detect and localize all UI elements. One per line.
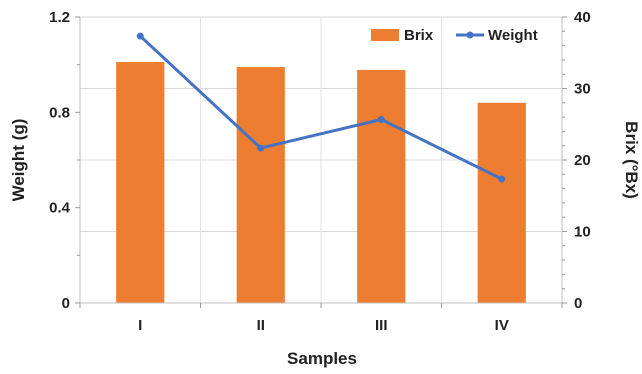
- y-left-tick-label: 1.2: [49, 9, 70, 26]
- x-tick-label-III: III: [375, 317, 388, 334]
- y-right-tick-label: 40: [574, 9, 591, 26]
- point-weight-IV: [498, 175, 506, 183]
- legend-marker-weight: [466, 31, 474, 39]
- y-right-tick-label: 20: [574, 152, 591, 169]
- y-left-tick-label: 0.8: [49, 104, 70, 121]
- x-tick-label-II: II: [257, 317, 265, 334]
- legend-label-weight: Weight: [488, 27, 538, 44]
- bar-brix-II: [236, 67, 285, 303]
- y-right-tick-label: 0: [574, 295, 582, 312]
- y-right-tick-label: 30: [574, 81, 591, 98]
- y-right-tick-label: 10: [574, 224, 591, 241]
- bar-brix-III: [357, 69, 406, 303]
- x-tick-label-IV: IV: [495, 317, 509, 334]
- point-weight-II: [257, 144, 265, 152]
- line-weight: [139, 34, 503, 181]
- point-weight-III: [377, 115, 385, 123]
- bar-brix-IV: [477, 102, 526, 303]
- x-tick-label-I: I: [138, 317, 142, 334]
- y-left-tick-label: 0.4: [49, 200, 71, 217]
- legend-label-brix: Brix: [404, 27, 434, 44]
- brix-bars: [116, 62, 526, 303]
- axes: [75, 16, 567, 308]
- y-right-axis-title: Brix (°Bx): [622, 121, 641, 199]
- point-weight-I: [136, 32, 144, 40]
- x-axis-title: Samples: [287, 349, 357, 368]
- weight-line: [136, 32, 506, 183]
- y-left-tick-label: 0: [62, 295, 70, 312]
- legend-swatch-brix: [371, 29, 399, 41]
- bar-brix-I: [116, 62, 165, 303]
- y-left-axis-title: Weight (g): [9, 119, 28, 202]
- legend: Brix Weight: [371, 27, 538, 44]
